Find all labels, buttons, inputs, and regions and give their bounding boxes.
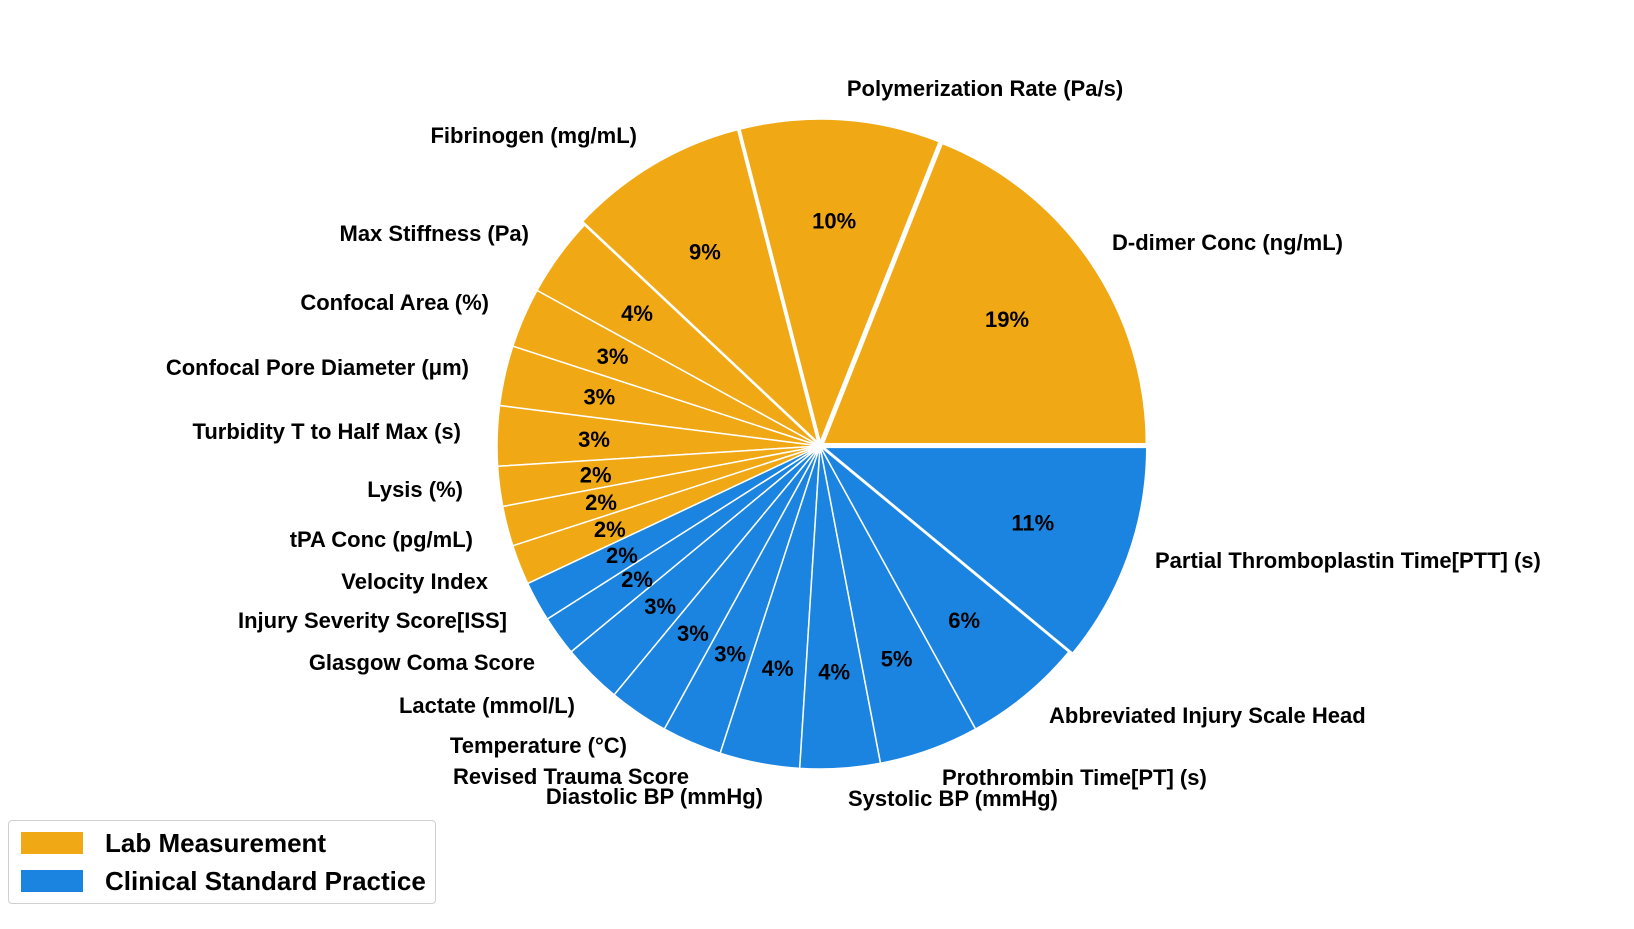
pie-slice xyxy=(739,118,941,445)
slice-percent-label: 2% xyxy=(585,490,617,515)
slice-percent-label: 11% xyxy=(1011,511,1054,536)
slice-category-label: Revised Trauma Score xyxy=(453,764,689,789)
slice-category-label: Fibrinogen (mg/mL) xyxy=(430,123,637,148)
slice-category-label: Temperature (°C) xyxy=(450,733,627,758)
pie-slice xyxy=(581,128,820,445)
legend-label-lab: Lab Measurement xyxy=(105,827,327,858)
slice-labels: D-dimer Conc (ng/mL) Polymerization Rate … xyxy=(166,76,1541,811)
percent-labels: 19%10%9%4%3%3%3%2%2%2%2%2%3%3%3%4% 4%5%6%… xyxy=(578,208,1054,684)
slice-category-label: Turbidity T to Half Max (s) xyxy=(193,419,461,444)
slice-category-label: Confocal Pore Diameter (μm) xyxy=(166,355,469,380)
slice-percent-label: 3% xyxy=(583,385,615,410)
slice-percent-label: 3% xyxy=(597,344,629,369)
slice-percent-label: 5% xyxy=(881,647,913,672)
slice-category-label: Abbreviated Injury Scale Head xyxy=(1049,703,1366,728)
slice-percent-label: 4% xyxy=(818,660,850,685)
slice-category-label: Diastolic BP (mmHg) xyxy=(546,784,763,809)
slice-percent-label: 2% xyxy=(594,517,626,542)
legend-swatch-lab xyxy=(21,832,83,854)
slice-percent-label: 4% xyxy=(621,301,653,326)
slice-category-label: Lysis (%) xyxy=(367,477,463,502)
slice-percent-label: 2% xyxy=(621,567,653,592)
slice-percent-label: 2% xyxy=(580,462,612,487)
slice-percent-label: 4% xyxy=(762,656,794,681)
slice-category-label: tPA Conc (pg/mL) xyxy=(290,527,473,552)
slice-category-label: Injury Severity Score[ISS] xyxy=(238,608,507,633)
slice-category-label: Systolic BP (mmHg) xyxy=(848,786,1058,811)
slice-category-label: Prothrombin Time[PT] (s) xyxy=(942,765,1207,790)
legend-item-lab-measurement: Lab Measurement xyxy=(21,826,326,860)
pie-slice xyxy=(821,446,1148,655)
slice-percent-label: 9% xyxy=(689,239,721,264)
slice-category-label: Max Stiffness (Pa) xyxy=(340,221,530,246)
slice-percent-label: 3% xyxy=(677,621,709,646)
slice-category-label: Confocal Area (%) xyxy=(300,290,489,315)
slice-percent-label: 6% xyxy=(948,608,980,633)
pie-slice xyxy=(822,142,1148,445)
legend-item-clinical-standard-practice: Clinical Standard Practice xyxy=(21,864,426,898)
slice-category-label: D-dimer Conc (ng/mL) xyxy=(1112,230,1343,255)
slice-percent-label: 3% xyxy=(578,427,610,452)
slice-category-label: Partial Thromboplastin Time[PTT] (s) xyxy=(1155,548,1541,573)
pie-slices xyxy=(496,118,1148,770)
slice-percent-label: 3% xyxy=(644,594,676,619)
slice-percent-label: 2% xyxy=(606,543,638,568)
slice-category-label: Velocity Index xyxy=(341,569,488,594)
slice-category-label: Lactate (mmol/L) xyxy=(399,693,575,718)
slice-category-label: Polymerization Rate (Pa/s) xyxy=(847,76,1123,101)
slice-percent-label: 3% xyxy=(714,642,746,667)
slice-percent-label: 19% xyxy=(985,307,1029,332)
slice-category-label: Glasgow Coma Score xyxy=(309,650,535,675)
pie-slice xyxy=(819,445,1070,731)
legend-label-clinical: Clinical Standard Practice xyxy=(105,865,426,896)
legend-swatch-clinical xyxy=(21,870,83,892)
legend: Lab Measurement Clinical Standard Practi… xyxy=(8,820,436,904)
slice-percent-label: 10% xyxy=(812,208,856,233)
